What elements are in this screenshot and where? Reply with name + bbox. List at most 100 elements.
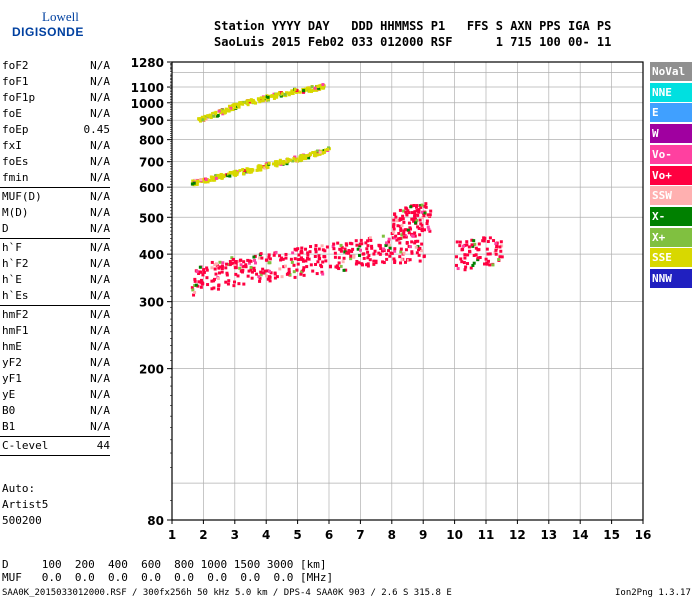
- echo-point: [225, 271, 229, 275]
- echo-point: [339, 243, 343, 247]
- echo-point: [347, 251, 351, 255]
- param-name: hmF1: [2, 324, 29, 337]
- echo-point: [413, 210, 417, 214]
- echo-point: [246, 99, 250, 103]
- echo-point: [420, 203, 424, 207]
- echo-point: [407, 221, 411, 225]
- echo-point: [398, 241, 402, 245]
- echo-point: [471, 263, 475, 267]
- echo-point: [280, 275, 284, 279]
- echo-point: [302, 273, 306, 277]
- echo-point: [278, 161, 282, 165]
- echo-point: [306, 256, 310, 260]
- echo-point: [395, 219, 399, 223]
- legend-item: E: [650, 103, 692, 123]
- legend-item: X-: [650, 206, 692, 226]
- echo-point: [406, 209, 410, 213]
- echo-point: [241, 168, 245, 172]
- echo-point: [486, 259, 490, 263]
- echo-point: [205, 115, 209, 119]
- echo-point: [288, 91, 292, 95]
- echo-point: [302, 266, 306, 270]
- echo-point: [319, 84, 323, 88]
- echo-point: [293, 257, 297, 261]
- echo-point: [419, 204, 423, 208]
- echo-point: [236, 274, 240, 278]
- echo-point: [388, 246, 392, 250]
- echo-point: [476, 258, 480, 262]
- echo-point: [238, 258, 242, 262]
- echo-point: [380, 249, 384, 253]
- echo-point: [258, 100, 262, 104]
- echo-point: [342, 256, 346, 260]
- echo-point: [494, 252, 498, 256]
- param-name: foEp: [2, 123, 29, 136]
- echo-point: [231, 258, 235, 262]
- echo-point: [335, 265, 339, 269]
- param-value: N/A: [90, 206, 110, 219]
- echo-point: [242, 282, 246, 286]
- param-name: fxI: [2, 139, 22, 152]
- echo-point: [257, 165, 261, 169]
- echo-point: [392, 257, 396, 261]
- echo-point: [193, 284, 197, 288]
- echo-point: [220, 108, 224, 112]
- param-value: N/A: [90, 289, 110, 302]
- echo-point: [267, 253, 271, 257]
- echo-point: [265, 258, 269, 262]
- echo-point: [291, 91, 295, 95]
- echo-point: [394, 215, 398, 219]
- echo-point: [472, 239, 476, 243]
- echo-point: [412, 219, 416, 223]
- echo-point: [400, 224, 404, 228]
- echo-point: [486, 252, 490, 256]
- echo-point: [311, 151, 315, 155]
- echo-point: [399, 250, 403, 254]
- param-row: MUF(D) N/A: [2, 189, 110, 204]
- x-tick-label: 8: [388, 528, 396, 542]
- echo-point: [366, 250, 370, 254]
- echo-point: [410, 234, 414, 238]
- echo-point: [357, 261, 361, 265]
- echo-point: [258, 279, 262, 283]
- echo-point: [412, 204, 416, 208]
- echo-point: [217, 176, 221, 180]
- echo-point: [269, 271, 273, 275]
- echo-point: [410, 211, 414, 215]
- param-row: foEs N/A: [2, 154, 110, 169]
- echo-point: [283, 264, 287, 268]
- echo-point: [250, 270, 254, 274]
- echo-point: [289, 257, 293, 261]
- echo-point: [268, 279, 272, 283]
- param-separator: [0, 238, 110, 239]
- echo-point: [370, 246, 374, 250]
- echo-point: [343, 250, 347, 254]
- echo-point: [338, 247, 342, 251]
- echo-point: [218, 265, 222, 269]
- param-name: C-level: [2, 439, 49, 452]
- echo-point: [369, 238, 373, 242]
- echo-point: [488, 236, 492, 240]
- echo-point: [247, 269, 251, 273]
- echo-point: [414, 205, 418, 209]
- param-value: N/A: [90, 340, 110, 353]
- echo-point: [368, 258, 372, 262]
- echo-point: [418, 259, 422, 263]
- echo-point: [456, 267, 460, 271]
- echo-point: [280, 256, 284, 260]
- echo-point: [318, 152, 322, 156]
- param-row: hmF1 N/A: [2, 323, 110, 338]
- echo-point: [210, 260, 214, 264]
- echo-point: [399, 227, 403, 231]
- param-value: 44: [96, 439, 110, 452]
- echo-point: [212, 279, 216, 283]
- y-tick-label: 80: [147, 514, 164, 528]
- x-tick-label: 14: [572, 528, 589, 542]
- echo-point: [393, 236, 397, 240]
- echo-point: [217, 284, 221, 288]
- echo-point: [213, 178, 217, 182]
- echo-point: [392, 230, 396, 234]
- echo-point: [399, 247, 403, 251]
- echo-point: [366, 244, 370, 248]
- echo-point: [313, 254, 317, 258]
